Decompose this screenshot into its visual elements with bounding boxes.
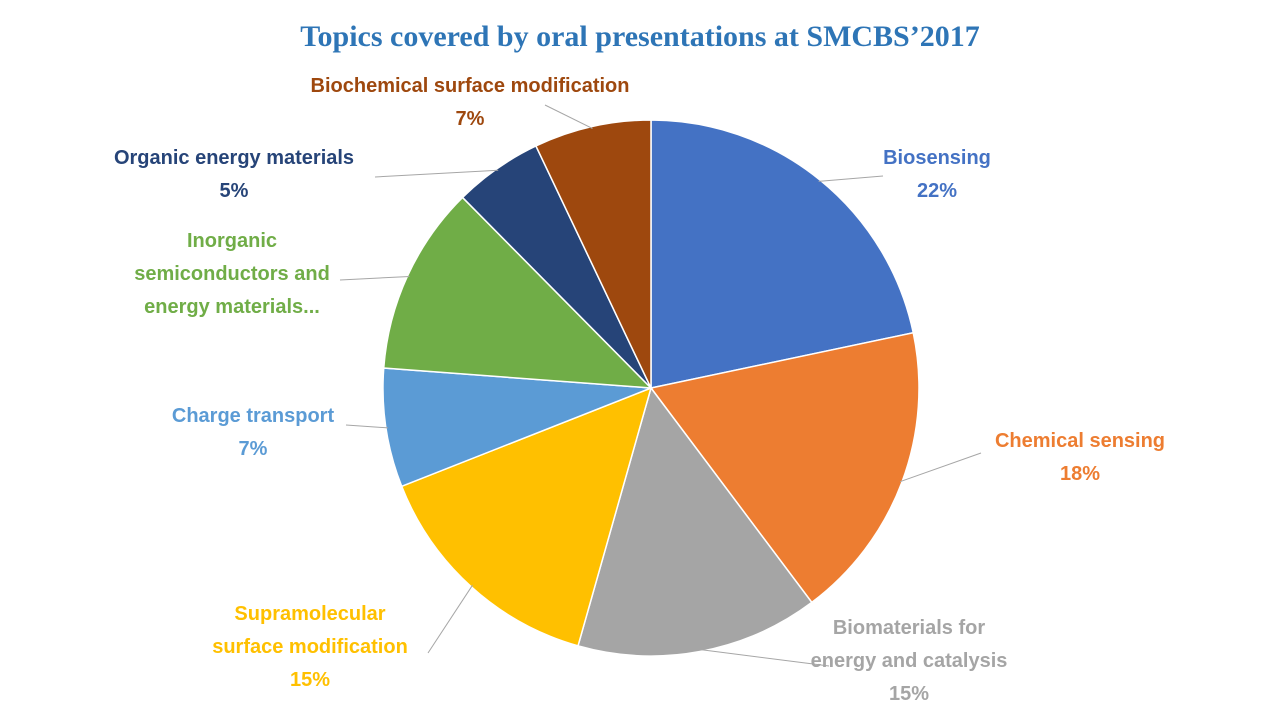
slice-percent-label: 18% [1059,463,1101,485]
slice-label-supramolecular-surface-modification: Supramolecular surface modification 15% [212,598,408,697]
slice-label-chemical-sensing: Chemical sensing 18% [995,425,1165,491]
leader-line-biosensing [818,175,884,182]
pie-slice-biochemical-surface-modification [534,119,652,389]
slice-label-text: Biochemical surface modification [310,75,630,97]
slice-label-text: semiconductors and [134,263,330,285]
slice-label-text: Charge transport [171,405,335,427]
slice-percent-label: 22% [916,180,958,202]
slice-label-text: Biosensing [883,147,991,169]
slice-label-inorganic-semiconductors-and-energy-materials: Inorganic semiconductors and energy materi… [134,225,330,324]
chart-title: Topics covered by oral presentations at … [300,20,980,53]
slice-label-text: Supramolecular [234,603,386,625]
leader-line-charge-transport [345,424,389,429]
slice-label-biomaterials-for-energy-and-catalysis: Biomaterials for energy and catalysis 15% [811,612,1008,711]
slice-label-text: energy and catalysis [810,650,1008,672]
leader-line-biomaterials-for-energy-and-catalysis [699,649,830,667]
slice-label-biosensing: Biosensing 22% [883,142,991,208]
slice-percent-label: 7% [455,108,485,130]
leader-line-supramolecular-surface-modification [427,584,473,654]
pie-slice-biosensing [650,119,915,389]
slice-percent-label: 5% [219,180,249,202]
leader-line-chemical-sensing [899,452,982,483]
slice-label-text: Chemical sensing [994,430,1166,452]
slice-label-text: Biomaterials for [832,617,986,639]
pie-slice-inorganic-semiconductors-and-energy-materials [382,196,653,389]
slice-percent-label: 7% [238,438,268,460]
slice-label-organic-energy-materials: Organic energy materials 5% [114,142,354,208]
leader-line-inorganic-semiconductors-and-energy-materials [339,276,410,281]
pie-slice-biomaterials-for-energy-and-catalysis [577,386,813,657]
slice-label-text: energy materials... [144,296,320,318]
pie-slice-chemical-sensing [649,331,920,604]
slice-percent-label: 15% [289,669,331,691]
slice-label-text: Inorganic [186,230,278,252]
slice-percent-label: 15% [888,683,930,705]
slice-label-text: Organic energy materials [113,147,355,169]
leader-line-biochemical-surface-modification [544,104,593,129]
slice-label-biochemical-surface-modification: Biochemical surface modification 7% [311,70,630,136]
slice-label-charge-transport: Charge transport 7% [172,400,334,466]
leader-line-organic-energy-materials [374,169,499,178]
slice-label-text: surface modification [212,636,408,658]
